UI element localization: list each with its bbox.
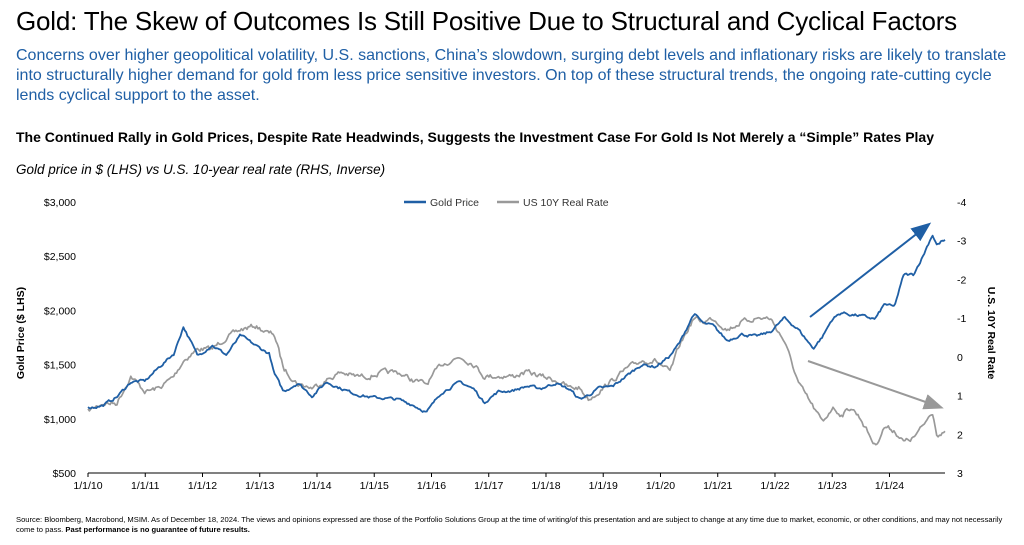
chart-title: The Continued Rally in Gold Prices, Desp… [16,129,935,145]
y2-tick-label: 1 [957,391,963,403]
y-tick-label: $3,000 [44,197,76,209]
y2-tick-label: -4 [957,197,966,209]
disclaimer-text: Past performance is no guarantee of futu… [65,525,250,534]
x-tick-label: 1/1/18 [531,480,560,492]
y-tick-label: $1,500 [44,360,76,372]
gold-uptrend-arrow [809,222,932,318]
gold-price-line [87,234,946,413]
y2-tick-label: -1 [957,313,966,325]
rate-downtrend-arrow [807,360,944,410]
trend-annotations [807,222,944,410]
x-tick-label: 1/1/12 [188,480,217,492]
x-tick-label: 1/1/11 [131,480,160,492]
y-tick-label: $1,000 [44,414,76,426]
legend-rate-label: US 10Y Real Rate [523,197,609,209]
x-tick-label: 1/1/14 [302,480,331,492]
legend-gold-label: Gold Price [430,197,479,209]
y-tick-label: $2,500 [44,251,76,263]
y2-tick-label: -3 [957,236,966,248]
x-tick-label: 1/1/19 [589,480,618,492]
y-axis-title: Gold Price ($ LHS) [15,287,27,379]
x-tick-label: 1/1/13 [245,480,274,492]
chart-subtitle: Gold price in $ (LHS) vs U.S. 10-year re… [16,162,386,177]
x-tick-label: 1/1/21 [703,480,732,492]
x-tick-label: 1/1/23 [818,480,847,492]
page-subtitle: Concerns over higher geopolitical volati… [16,47,1007,104]
gold-vs-real-rate-chart: Gold Price US 10Y Real Rate Gold Price (… [15,197,997,492]
x-tick-label: 1/1/22 [760,480,789,492]
y2-tick-label: 0 [957,352,963,364]
page-title: Gold: The Skew of Outcomes Is Still Posi… [16,6,957,36]
x-tick-label: 1/1/24 [875,480,904,492]
x-tick-label: 1/1/20 [646,480,675,492]
y2-tick-label: 3 [957,468,963,480]
y2-axis-title: U.S. 10Y Real Rate [985,287,997,380]
y2-tick-label: -2 [957,274,966,286]
legend: Gold Price US 10Y Real Rate [404,197,609,209]
x-tick-label: 1/1/15 [360,480,389,492]
source-footnote: Source: Bloomberg, Macrobond, MSIM. As o… [16,515,1016,535]
y2-tick-label: 2 [957,429,963,441]
source-text: Source: Bloomberg, Macrobond, MSIM. As o… [16,515,1003,534]
x-tick-label: 1/1/17 [474,480,503,492]
real-rate-line [87,316,946,446]
x-tick-label: 1/1/10 [73,480,102,492]
y-tick-label: $500 [53,468,77,480]
y-tick-label: $2,000 [44,305,76,317]
x-tick-label: 1/1/16 [417,480,446,492]
